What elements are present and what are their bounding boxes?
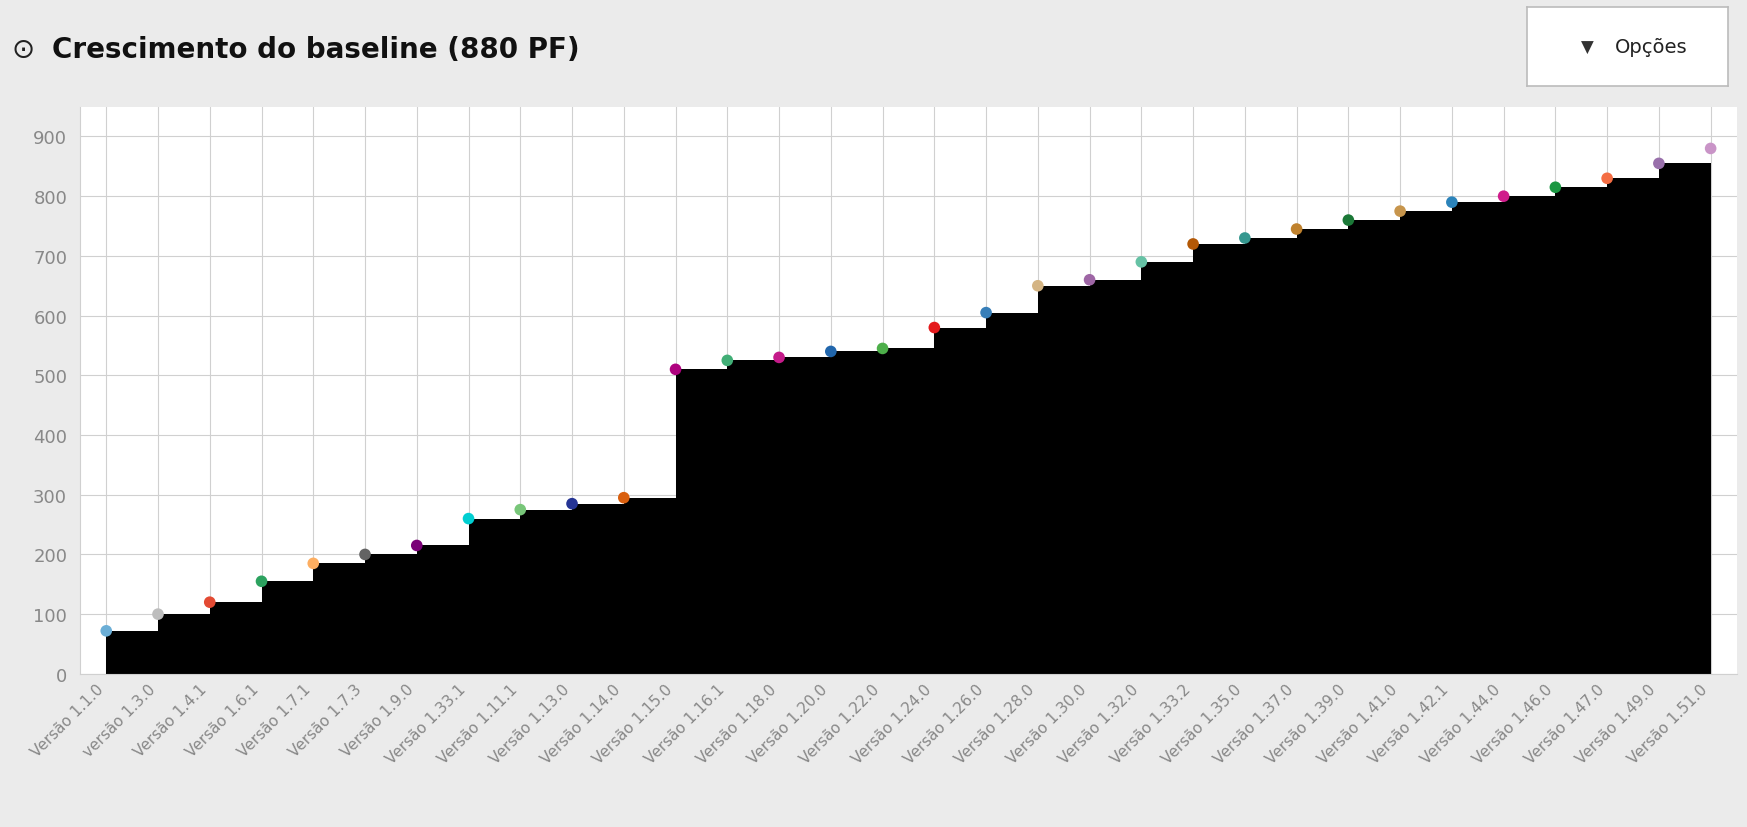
Point [196,595,224,609]
Text: ⊙: ⊙ [10,36,35,64]
Point [1335,214,1363,227]
Point [1646,157,1674,170]
Point [299,557,327,571]
Point [765,351,793,365]
Point [507,504,535,517]
Point [1490,190,1518,203]
Text: ▼: ▼ [1581,39,1593,56]
Point [662,363,690,376]
Point [351,548,379,562]
Text: Opções: Opções [1616,38,1688,57]
Point [557,497,585,510]
Point [143,608,171,621]
Point [1282,223,1310,237]
Point [713,354,741,367]
Point [818,346,846,359]
Point [1385,205,1413,218]
Point [868,342,896,356]
Point [1076,274,1104,287]
Point [248,575,276,588]
Point [93,624,121,638]
Point [1179,238,1207,251]
Point [1696,142,1724,155]
Point [1438,196,1466,209]
Point [1232,232,1260,246]
Point [971,307,999,320]
Point [1593,173,1621,186]
Point [1127,256,1155,269]
Point [454,513,482,526]
Point [610,491,638,504]
Point [404,539,432,552]
Point [1541,181,1569,194]
Text: Crescimento do baseline (880 PF): Crescimento do baseline (880 PF) [52,36,580,64]
Point [1024,280,1052,293]
Point [921,322,949,335]
